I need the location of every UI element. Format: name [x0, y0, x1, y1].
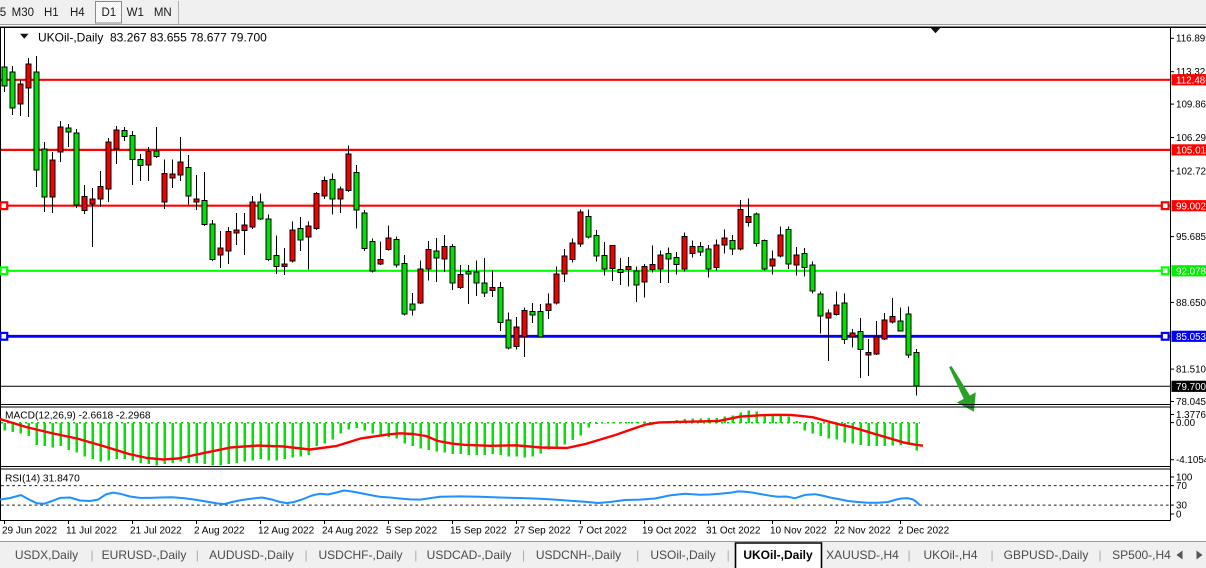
svg-text:1.3776: 1.3776 — [1176, 410, 1206, 421]
svg-text:22 Nov 2022: 22 Nov 2022 — [834, 526, 891, 537]
svg-text:27 Sep 2022: 27 Sep 2022 — [514, 526, 571, 537]
svg-text:79.700: 79.700 — [1176, 382, 1206, 393]
svg-text:112.486: 112.486 — [1176, 75, 1206, 86]
svg-text:19 Oct 2022: 19 Oct 2022 — [642, 526, 697, 537]
svg-text:88.650: 88.650 — [1176, 298, 1206, 309]
svg-text:95.685: 95.685 — [1176, 232, 1206, 243]
svg-text:|: | — [990, 548, 993, 562]
svg-text:109.860: 109.860 — [1176, 100, 1206, 111]
svg-text:EURUSD-,Daily: EURUSD-,Daily — [102, 548, 187, 562]
svg-text:113.325: 113.325 — [1176, 67, 1206, 78]
svg-text:UKOil-,H4: UKOil-,H4 — [923, 548, 977, 562]
svg-text:USDCNH-,Daily: USDCNH-,Daily — [536, 548, 621, 562]
svg-text:D1: D1 — [101, 7, 116, 19]
svg-text:|: | — [522, 548, 525, 562]
svg-text:H1: H1 — [44, 7, 59, 19]
svg-text:|: | — [414, 548, 417, 562]
svg-text:|: | — [1098, 548, 1101, 562]
svg-text:85.053: 85.053 — [1176, 332, 1206, 343]
svg-text:5: 5 — [0, 7, 6, 19]
svg-text:106.290: 106.290 — [1176, 133, 1206, 144]
svg-text:70: 70 — [1176, 481, 1187, 492]
svg-text:31 Oct 2022: 31 Oct 2022 — [706, 526, 761, 537]
svg-text:H4: H4 — [70, 7, 85, 19]
svg-text:|: | — [908, 548, 911, 562]
svg-text:10 Nov 2022: 10 Nov 2022 — [770, 526, 827, 537]
svg-text:21 Jul 2022: 21 Jul 2022 — [130, 526, 182, 537]
svg-text:29 Jun 2022: 29 Jun 2022 — [2, 526, 57, 537]
svg-text:30: 30 — [1176, 501, 1187, 512]
svg-text:2 Aug 2022: 2 Aug 2022 — [194, 526, 245, 537]
svg-text:RSI(14) 31.8470: RSI(14) 31.8470 — [5, 474, 80, 485]
svg-text:11 Jul 2022: 11 Jul 2022 — [66, 526, 117, 537]
svg-text:92.078: 92.078 — [1176, 266, 1206, 277]
svg-text:|: | — [636, 548, 639, 562]
svg-text:2 Dec 2022: 2 Dec 2022 — [898, 526, 950, 537]
svg-text:MN: MN — [154, 7, 172, 19]
svg-text:-4.1054: -4.1054 — [1176, 455, 1206, 466]
svg-text:SP500-,H4: SP500-,H4 — [1112, 548, 1171, 562]
svg-text:M30: M30 — [12, 7, 34, 19]
svg-text:USDX,Daily: USDX,Daily — [15, 548, 78, 562]
svg-text:7 Oct 2022: 7 Oct 2022 — [578, 526, 627, 537]
svg-text:0: 0 — [1176, 509, 1182, 520]
svg-text:USDCAD-,Daily: USDCAD-,Daily — [427, 548, 512, 562]
svg-text:81.510: 81.510 — [1176, 365, 1206, 376]
svg-text:|: | — [196, 548, 199, 562]
svg-text:|: | — [304, 548, 307, 562]
svg-text:5 Sep 2022: 5 Sep 2022 — [386, 526, 438, 537]
svg-text:|: | — [90, 548, 93, 562]
svg-text:UKOil-,Daily 83.267 83.655 78: UKOil-,Daily 83.267 83.655 78.677 79.700 — [38, 31, 267, 45]
svg-text:AUDUSD-,Daily: AUDUSD-,Daily — [209, 548, 294, 562]
svg-text:102.720: 102.720 — [1176, 166, 1206, 177]
svg-text:UKOil-,Daily: UKOil-,Daily — [743, 548, 813, 562]
svg-text:99.002: 99.002 — [1176, 201, 1206, 212]
svg-text:105.015: 105.015 — [1176, 146, 1206, 157]
svg-text:MACD(12,26,9) -2.6618 -2.2968: MACD(12,26,9) -2.6618 -2.2968 — [5, 411, 151, 422]
svg-text:USOil-,Daily: USOil-,Daily — [650, 548, 715, 562]
svg-text:78.045: 78.045 — [1176, 397, 1206, 408]
svg-text:24 Aug 2022: 24 Aug 2022 — [322, 526, 379, 537]
svg-text:|: | — [727, 548, 730, 562]
svg-text:100: 100 — [1176, 472, 1193, 483]
svg-text:USDCHF-,Daily: USDCHF-,Daily — [319, 548, 403, 562]
svg-text:0.00: 0.00 — [1176, 418, 1196, 429]
svg-text:15 Sep 2022: 15 Sep 2022 — [450, 526, 507, 537]
svg-text:GBPUSD-,Daily: GBPUSD-,Daily — [1004, 548, 1089, 562]
svg-text:116.895: 116.895 — [1176, 34, 1206, 45]
svg-text:12 Aug 2022: 12 Aug 2022 — [258, 526, 315, 537]
svg-text:W1: W1 — [127, 7, 144, 19]
svg-text:XAUUSD-,H4: XAUUSD-,H4 — [826, 548, 899, 562]
